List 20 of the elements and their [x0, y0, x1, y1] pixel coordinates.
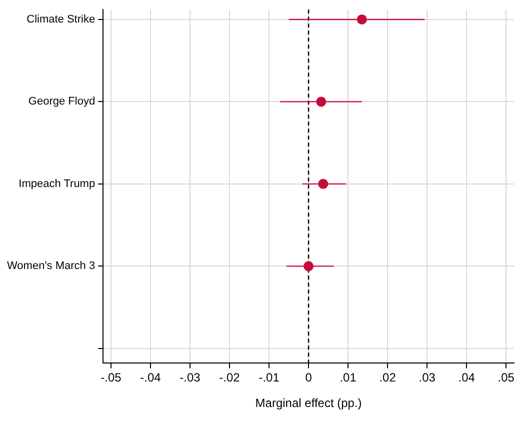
x-tick-label: 0	[305, 370, 312, 385]
x-axis-title: Marginal effect (pp.)	[255, 396, 362, 410]
x-tick-label: .03	[418, 370, 436, 385]
y-tick-label: Women's March 3	[7, 260, 96, 272]
x-tick-label: -.01	[258, 370, 280, 385]
point	[304, 261, 314, 272]
x-tick-label: .04	[458, 370, 476, 385]
x-tick-label: -.04	[140, 370, 162, 385]
y-tick-label: Impeach Trump	[18, 178, 96, 190]
point	[318, 178, 328, 189]
point	[316, 96, 326, 107]
x-tick-label: .02	[379, 370, 396, 385]
y-tick-label: Climate Strike	[26, 14, 96, 26]
x-tick-label: -.05	[100, 370, 122, 385]
x-tick-label: -.02	[219, 370, 240, 385]
y-tick-label: George Floyd	[28, 96, 96, 108]
x-tick-label: -.03	[180, 370, 201, 385]
point	[356, 14, 367, 24]
x-tick-label: .01	[340, 370, 357, 385]
x-tick-label: .05	[498, 370, 515, 385]
